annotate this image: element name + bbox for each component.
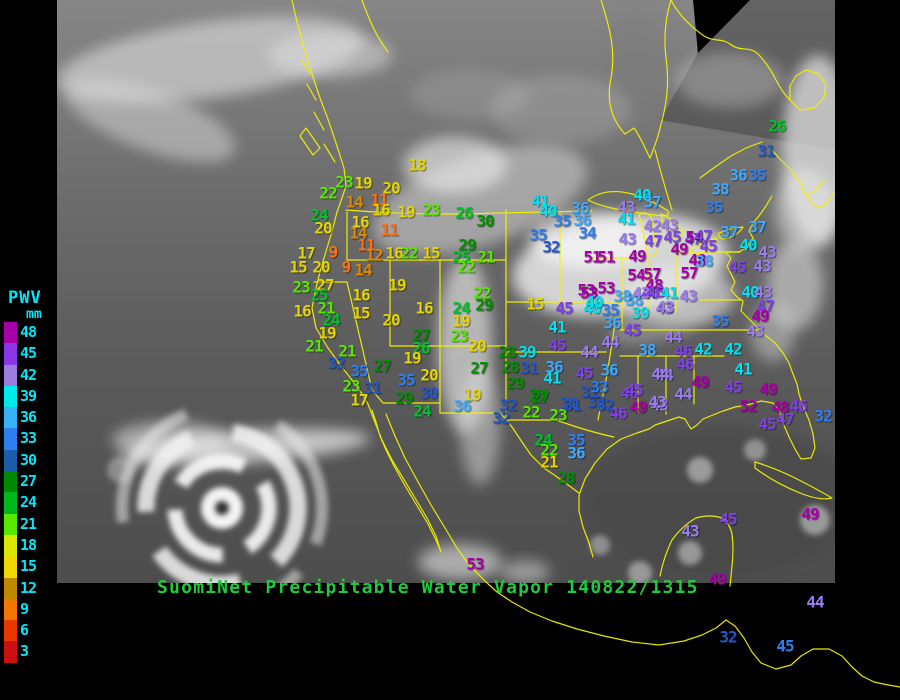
legend-swatch — [4, 556, 17, 578]
caption: SuomiNet Precipitable Water Vapor 140822… — [157, 577, 699, 598]
legend-value: 45 — [20, 344, 37, 363]
legend-value: 6 — [20, 621, 29, 640]
legend-swatch — [4, 407, 17, 429]
legend-swatch — [4, 428, 17, 450]
legend-entry: 24 — [4, 492, 64, 514]
cloud-layer — [57, 0, 835, 583]
legend-entry: 30 — [4, 449, 64, 472]
legend-entry: 21 — [4, 513, 64, 535]
legend-entry: 18 — [4, 534, 64, 557]
legend-swatch — [4, 471, 17, 493]
legend-value: 27 — [20, 472, 37, 491]
legend-swatch — [4, 577, 17, 599]
legend-entry: 3 — [4, 641, 64, 663]
legend-value: 12 — [20, 578, 37, 597]
legend-title: PWV — [8, 288, 42, 308]
legend-swatch — [4, 364, 17, 386]
legend-swatch — [4, 385, 17, 408]
legend-entry: 39 — [4, 385, 64, 408]
legend-value: 30 — [20, 450, 37, 469]
legend-value: 15 — [20, 557, 37, 576]
legend-swatch — [4, 598, 17, 621]
legend-swatch — [4, 322, 17, 344]
legend-swatch — [4, 343, 17, 365]
legend-value: 21 — [20, 514, 37, 533]
legend-swatch — [4, 449, 17, 472]
legend-value: 48 — [20, 323, 37, 341]
legend-entry: 33 — [4, 428, 64, 450]
legend-entry: 12 — [4, 577, 64, 599]
legend-value: 3 — [20, 642, 29, 661]
legend-entry: 15 — [4, 556, 64, 578]
legend-swatch — [4, 641, 17, 663]
legend-swatch — [4, 534, 17, 557]
legend-value: 33 — [20, 429, 37, 448]
legend-value: 36 — [20, 408, 37, 427]
legend-unit: mm — [26, 307, 42, 322]
legend-value: 18 — [20, 535, 37, 554]
legend-entry: 27 — [4, 471, 64, 493]
legend-entry: 6 — [4, 620, 64, 642]
legend-entry: 45 — [4, 343, 64, 365]
legend-value: 24 — [20, 493, 37, 512]
legend-value: 42 — [20, 365, 37, 384]
legend-entry: 9 — [4, 598, 64, 621]
legend-swatch — [4, 620, 17, 642]
legend-value: 9 — [20, 599, 29, 618]
legend-swatch — [4, 513, 17, 535]
legend-swatch — [4, 492, 17, 514]
legend-entry: 36 — [4, 407, 64, 429]
cyclone — [116, 402, 370, 583]
legend-entry: 48 — [4, 322, 64, 344]
legend-value: 39 — [20, 386, 37, 405]
legend: PWV mm 48 45 42 39 36 33 30 27 24 21 18 15 12 9 6 3 — [4, 288, 64, 663]
legend-entry: 42 — [4, 364, 64, 386]
